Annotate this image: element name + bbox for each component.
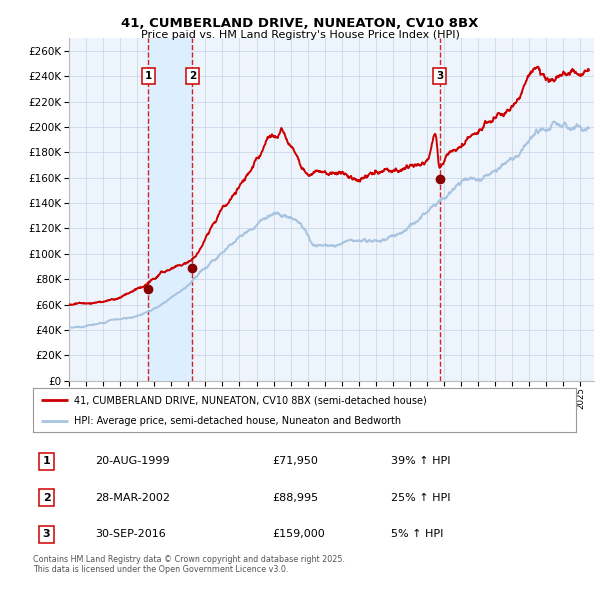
Text: 5% ↑ HPI: 5% ↑ HPI [391, 529, 444, 539]
Text: 2: 2 [189, 71, 196, 81]
Text: HPI: Average price, semi-detached house, Nuneaton and Bedworth: HPI: Average price, semi-detached house,… [74, 416, 401, 426]
Text: Price paid vs. HM Land Registry's House Price Index (HPI): Price paid vs. HM Land Registry's House … [140, 30, 460, 40]
Text: £88,995: £88,995 [272, 493, 318, 503]
Text: 39% ↑ HPI: 39% ↑ HPI [391, 456, 451, 466]
Text: 28-MAR-2002: 28-MAR-2002 [95, 493, 170, 503]
Text: 41, CUMBERLAND DRIVE, NUNEATON, CV10 8BX (semi-detached house): 41, CUMBERLAND DRIVE, NUNEATON, CV10 8BX… [74, 395, 427, 405]
Text: £71,950: £71,950 [272, 456, 318, 466]
Text: 25% ↑ HPI: 25% ↑ HPI [391, 493, 451, 503]
Text: 3: 3 [43, 529, 50, 539]
Bar [148, 38, 193, 381]
Text: Contains HM Land Registry data © Crown copyright and database right 2025.
This d: Contains HM Land Registry data © Crown c… [33, 555, 345, 574]
Text: 20-AUG-1999: 20-AUG-1999 [95, 456, 170, 466]
Text: 3: 3 [436, 71, 443, 81]
Text: 30-SEP-2016: 30-SEP-2016 [95, 529, 166, 539]
Text: 1: 1 [43, 456, 50, 466]
Text: 1: 1 [145, 71, 152, 81]
Text: £159,000: £159,000 [272, 529, 325, 539]
Text: 41, CUMBERLAND DRIVE, NUNEATON, CV10 8BX: 41, CUMBERLAND DRIVE, NUNEATON, CV10 8BX [121, 17, 479, 30]
Text: 2: 2 [43, 493, 50, 503]
